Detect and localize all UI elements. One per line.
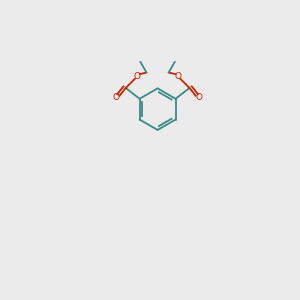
Text: O: O xyxy=(195,94,202,103)
Text: O: O xyxy=(134,72,141,81)
Text: O: O xyxy=(174,72,182,81)
Text: O: O xyxy=(113,94,120,103)
